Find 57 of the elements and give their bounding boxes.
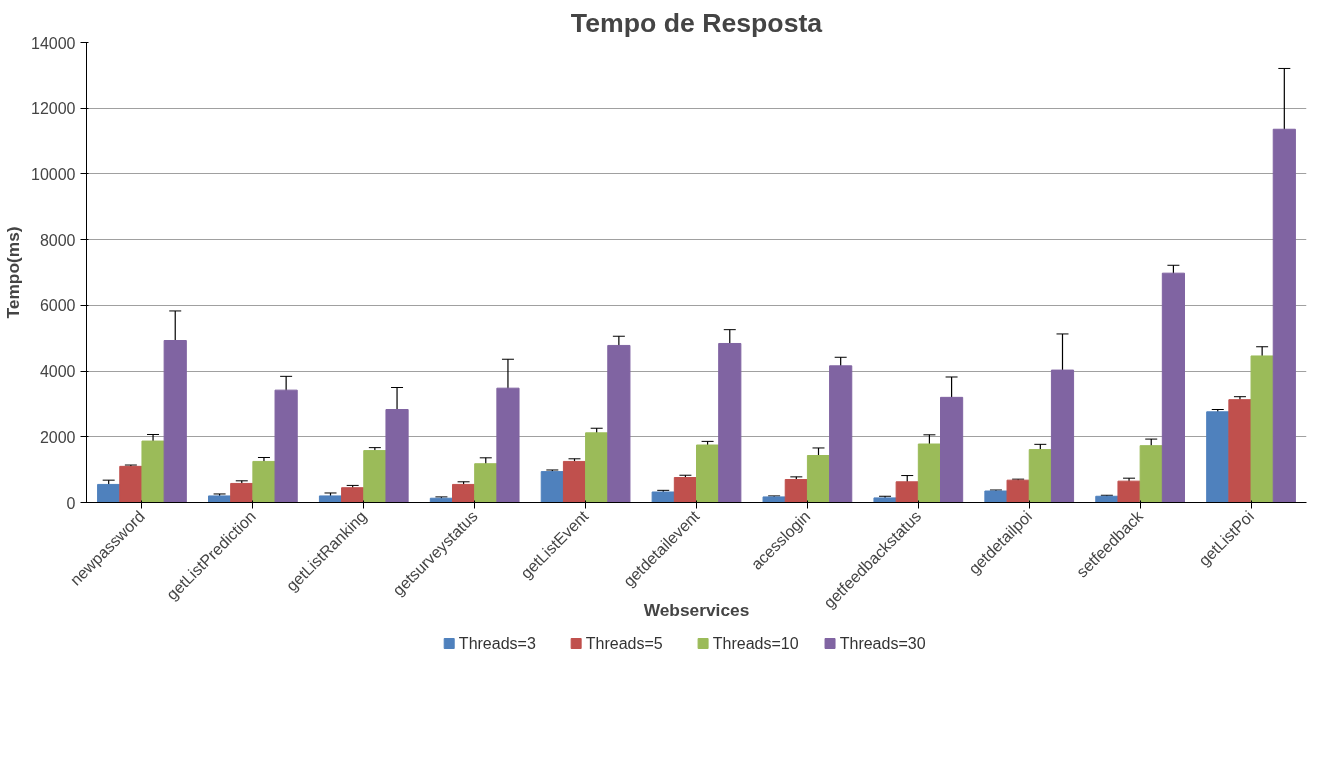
bar [1161,272,1185,503]
bar [718,342,742,503]
bar [940,396,964,503]
bar [252,460,276,503]
bar [1250,355,1274,503]
bar [829,365,853,503]
bar [274,389,298,503]
bar [562,460,587,503]
bar [97,483,121,503]
bar [452,483,476,503]
bar [1117,480,1141,503]
bar [141,440,165,503]
bar [984,490,1008,503]
bar [895,481,919,503]
bar [651,491,675,503]
bar [318,495,343,503]
bar [673,477,697,503]
bar [1028,449,1052,503]
legend-label: Threads=3 [458,635,536,652]
bar [1228,399,1252,503]
bar [784,479,808,503]
y-tick-label: 2000 [39,428,76,446]
bar [1050,369,1075,503]
bar [607,344,631,503]
bar [163,340,187,503]
y-axis-title: Tempo(ms) [3,226,24,319]
bar [208,495,232,503]
y-tick-label: 4000 [39,363,76,381]
bar [474,463,498,503]
bar [1006,479,1030,503]
y-tick-label: 0 [66,494,76,512]
bar [806,455,831,503]
chart-title: Tempo de Resposta [570,7,823,38]
y-tick-label: 14000 [31,34,76,52]
bar [540,471,564,503]
y-tick-label: 10000 [31,165,76,183]
bar [341,487,365,503]
bar [1206,411,1230,503]
bar [230,482,254,503]
bar [762,496,786,503]
x-axis-title: Webservices [643,600,750,621]
bar [585,432,609,503]
y-tick-label: 8000 [39,231,76,249]
y-tick-label: 6000 [39,297,76,315]
bar [363,450,387,503]
bar [917,443,941,503]
bar [385,409,409,503]
bar [496,387,520,503]
bar [696,444,720,503]
legend-label: Threads=30 [839,635,926,652]
bar [1139,445,1163,503]
bar [119,465,143,503]
bar [873,497,897,503]
bar [1272,128,1296,503]
legend-label: Threads=10 [712,635,799,652]
legend-label: Threads=5 [585,635,663,652]
y-tick-label: 12000 [31,100,76,118]
